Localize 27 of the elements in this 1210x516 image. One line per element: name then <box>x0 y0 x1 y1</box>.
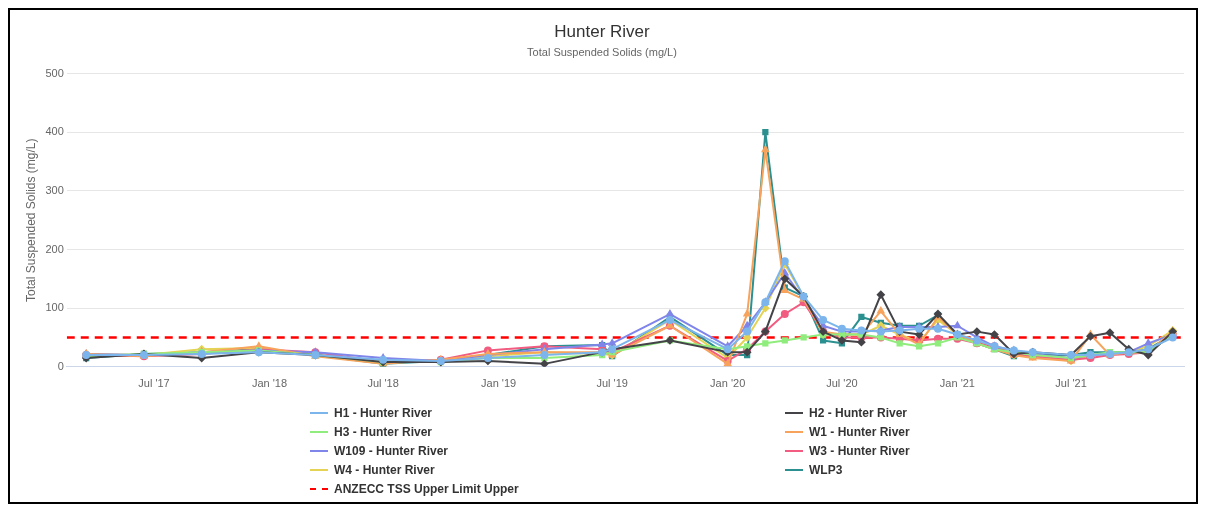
x-tick-label: Jul '19 <box>596 377 628 390</box>
legend-label: H2 - Hunter River <box>809 405 908 420</box>
legend-label: WLP3 <box>809 462 843 477</box>
x-tick-label: Jan '20 <box>710 377 746 390</box>
legend-label: W4 - Hunter River <box>334 462 435 477</box>
x-tick-label: Jan '19 <box>481 377 517 390</box>
y-tick-label: 0 <box>57 359 64 372</box>
y-tick-label: 100 <box>45 301 64 314</box>
y-tick-label: 500 <box>45 66 64 79</box>
chart-title: Hunter River <box>554 21 651 41</box>
y-tick-label: 400 <box>45 125 64 138</box>
x-tick-label: Jul '20 <box>826 377 858 390</box>
y-tick-label: 200 <box>45 242 64 255</box>
legend-label: W3 - Hunter River <box>809 443 910 458</box>
legend-label: ANZECC TSS Upper Limit Upper <box>334 481 519 496</box>
legend-label: H1 - Hunter River <box>334 405 433 420</box>
y-axis-title: Total Suspended Solids (mg/L) <box>23 138 38 302</box>
legend-label: H3 - Hunter River <box>334 424 433 439</box>
x-tick-label: Jan '18 <box>251 377 288 390</box>
x-tick-label: Jan '21 <box>939 377 975 390</box>
x-tick-label: Jul '21 <box>1055 377 1087 390</box>
y-tick-label: 300 <box>45 183 64 196</box>
chart-subtitle: Total Suspended Solids (mg/L) <box>527 46 677 59</box>
legend-label: W109 - Hunter River <box>334 443 449 458</box>
x-tick-label: Jul '17 <box>138 377 170 390</box>
x-tick-label: Jul '18 <box>367 377 399 390</box>
legend-label: W1 - Hunter River <box>809 424 910 439</box>
